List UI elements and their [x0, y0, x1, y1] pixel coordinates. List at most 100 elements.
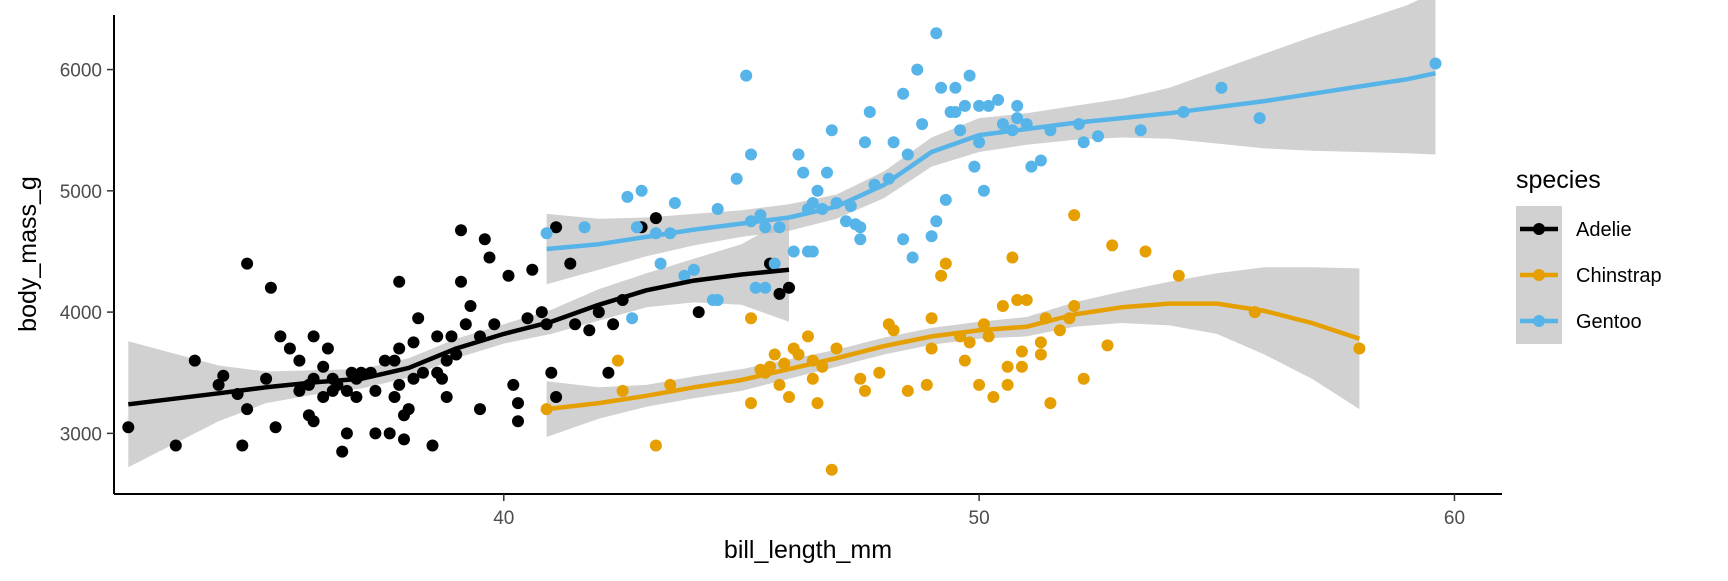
point-adelie — [692, 306, 705, 319]
point-adelie — [188, 354, 201, 367]
axes — [113, 15, 1502, 495]
point-adelie — [236, 439, 249, 452]
point-adelie — [649, 212, 662, 225]
ribbon-adelie — [128, 217, 790, 468]
point-chinstrap — [616, 384, 629, 397]
point-adelie — [440, 391, 453, 403]
point-chinstrap — [783, 391, 795, 403]
point-gentoo — [578, 221, 591, 234]
point-chinstrap — [1068, 300, 1081, 312]
point-chinstrap — [764, 360, 776, 373]
point-chinstrap — [806, 372, 819, 385]
point-gentoo — [825, 124, 838, 137]
legend-label-adelie: Adelie — [1576, 219, 1632, 241]
point-gentoo — [811, 184, 824, 197]
legend-title: species — [1516, 166, 1601, 194]
point-gentoo — [797, 166, 810, 179]
point-adelie — [212, 378, 225, 391]
point-adelie — [169, 439, 182, 452]
point-gentoo — [792, 148, 805, 161]
point-chinstrap — [1015, 345, 1028, 358]
point-adelie — [340, 427, 353, 440]
point-gentoo — [740, 69, 753, 82]
point-adelie — [369, 384, 382, 397]
point-adelie — [488, 318, 501, 331]
smooth-line-adelie — [128, 267, 790, 407]
point-chinstrap — [1139, 245, 1152, 258]
point-gentoo — [887, 136, 900, 149]
point-chinstrap — [987, 391, 1000, 403]
point-adelie — [455, 275, 467, 288]
point-chinstrap — [1106, 239, 1119, 252]
point-gentoo — [745, 148, 757, 161]
point-chinstrap — [811, 397, 824, 410]
point-gentoo — [635, 184, 648, 197]
legend-label-chinstrap: Chinstrap — [1576, 265, 1662, 287]
point-adelie — [512, 397, 524, 410]
point-gentoo — [1077, 136, 1090, 149]
y-tick-label: 4000 — [60, 303, 102, 324]
point-chinstrap — [1044, 397, 1057, 410]
point-chinstrap — [1015, 360, 1028, 373]
point-adelie — [535, 306, 548, 319]
point-gentoo — [911, 63, 924, 76]
point-gentoo — [897, 87, 910, 100]
point-chinstrap — [854, 372, 867, 385]
point-gentoo — [630, 221, 643, 234]
point-adelie — [393, 275, 406, 288]
point-gentoo — [935, 81, 948, 94]
point-adelie — [307, 415, 320, 428]
point-gentoo — [654, 257, 667, 270]
point-chinstrap — [977, 318, 990, 331]
legend-key-point-gentoo — [1533, 315, 1545, 327]
point-chinstrap — [939, 257, 952, 270]
legend: species Adelie Chinstrap Gentoo — [1516, 166, 1662, 344]
point-chinstrap — [802, 330, 814, 343]
point-gentoo — [925, 230, 938, 243]
point-adelie — [378, 354, 391, 367]
point-chinstrap — [778, 357, 791, 370]
point-gentoo — [730, 172, 743, 185]
point-chinstrap — [1172, 269, 1185, 282]
point-gentoo — [1215, 81, 1228, 94]
x-ticks: 40 50 60 — [493, 494, 1465, 529]
point-gentoo — [859, 136, 871, 149]
confidence-ribbons — [128, 0, 1436, 468]
point-adelie — [383, 427, 396, 440]
point-adelie — [326, 384, 339, 397]
point-gentoo — [958, 99, 971, 112]
point-adelie — [502, 269, 515, 282]
point-gentoo — [863, 106, 876, 118]
point-gentoo — [1011, 99, 1024, 112]
point-adelie — [550, 221, 563, 234]
point-gentoo — [806, 245, 819, 258]
point-gentoo — [968, 160, 981, 173]
legend-key-point-adelie — [1533, 223, 1545, 235]
point-gentoo — [1092, 130, 1104, 143]
point-chinstrap — [1006, 251, 1019, 264]
point-gentoo — [540, 227, 553, 240]
point-adelie — [407, 336, 420, 349]
ribbon-chinstrap — [546, 267, 1360, 437]
point-adelie — [526, 263, 539, 276]
point-gentoo — [1253, 112, 1266, 125]
point-adelie — [264, 281, 277, 294]
point-adelie — [350, 391, 363, 403]
smooth-lines — [128, 70, 1436, 412]
point-gentoo — [1134, 124, 1147, 137]
point-gentoo — [897, 233, 910, 246]
point-gentoo — [711, 294, 724, 306]
point-gentoo — [906, 251, 919, 264]
point-gentoo — [854, 233, 867, 246]
point-gentoo — [977, 184, 990, 197]
point-chinstrap — [773, 378, 786, 391]
point-gentoo — [678, 269, 691, 282]
point-adelie — [459, 318, 472, 331]
point-adelie — [550, 391, 563, 403]
point-gentoo — [773, 221, 786, 234]
point-adelie — [283, 342, 296, 355]
x-tick-label: 60 — [1444, 508, 1465, 529]
point-adelie — [241, 403, 254, 416]
point-adelie — [602, 366, 615, 379]
